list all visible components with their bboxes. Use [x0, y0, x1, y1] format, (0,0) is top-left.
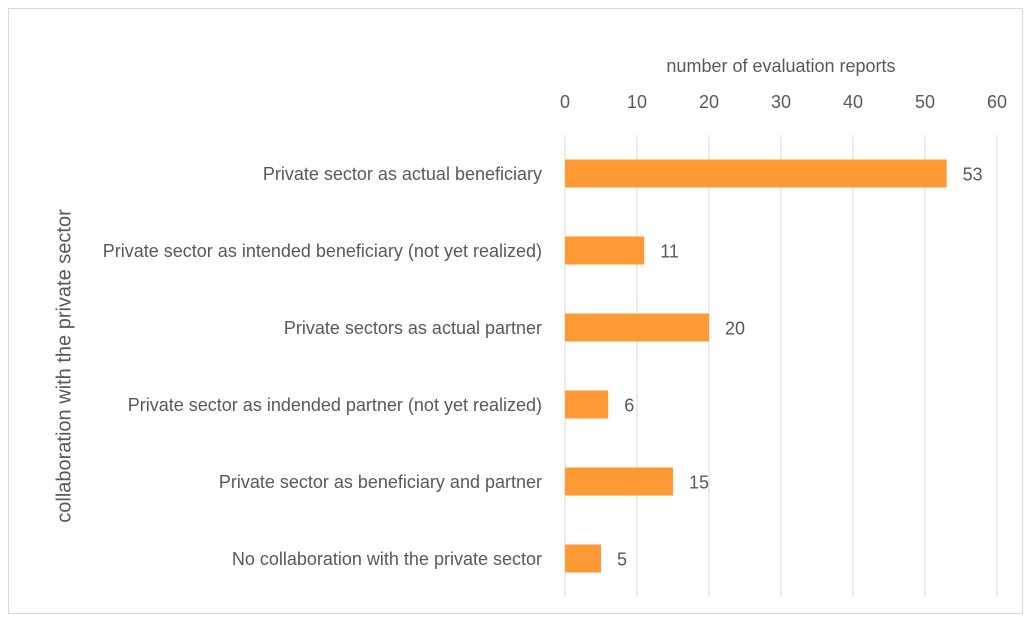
x-tick-label: 0 [560, 92, 570, 112]
y-tick-label: Private sector as indended partner (not … [127, 394, 542, 415]
bar [565, 390, 609, 419]
bar [565, 159, 947, 188]
x-axis-title: number of evaluation reports [666, 56, 895, 76]
y-tick-label: No collaboration with the private sector [231, 548, 542, 569]
chart-border [8, 8, 1023, 614]
x-tick-label: 40 [843, 92, 863, 112]
bar [565, 467, 673, 496]
x-tick-label: 10 [627, 92, 647, 112]
y-tick-label: Private sectors as actual partner [283, 317, 542, 338]
y-tick-label: Private sector as intended beneficiary (… [102, 240, 542, 261]
data-label: 11 [660, 241, 679, 261]
bar [565, 313, 709, 342]
x-tick-label: 20 [699, 92, 719, 112]
bar [565, 544, 601, 573]
y-axis-title: collaboration with the private sector [53, 209, 75, 523]
x-tick-label: 60 [987, 92, 1007, 112]
data-label: 5 [617, 549, 627, 569]
data-label: 6 [624, 395, 634, 415]
data-label: 53 [963, 164, 983, 184]
y-tick-label: Private sector as beneficiary and partne… [218, 471, 542, 492]
data-label: 20 [725, 318, 745, 338]
x-tick-label: 50 [915, 92, 935, 112]
bar [565, 236, 645, 265]
y-tick-label: Private sector as actual beneficiary [262, 163, 542, 184]
data-label: 15 [689, 472, 709, 492]
x-tick-label: 30 [771, 92, 791, 112]
